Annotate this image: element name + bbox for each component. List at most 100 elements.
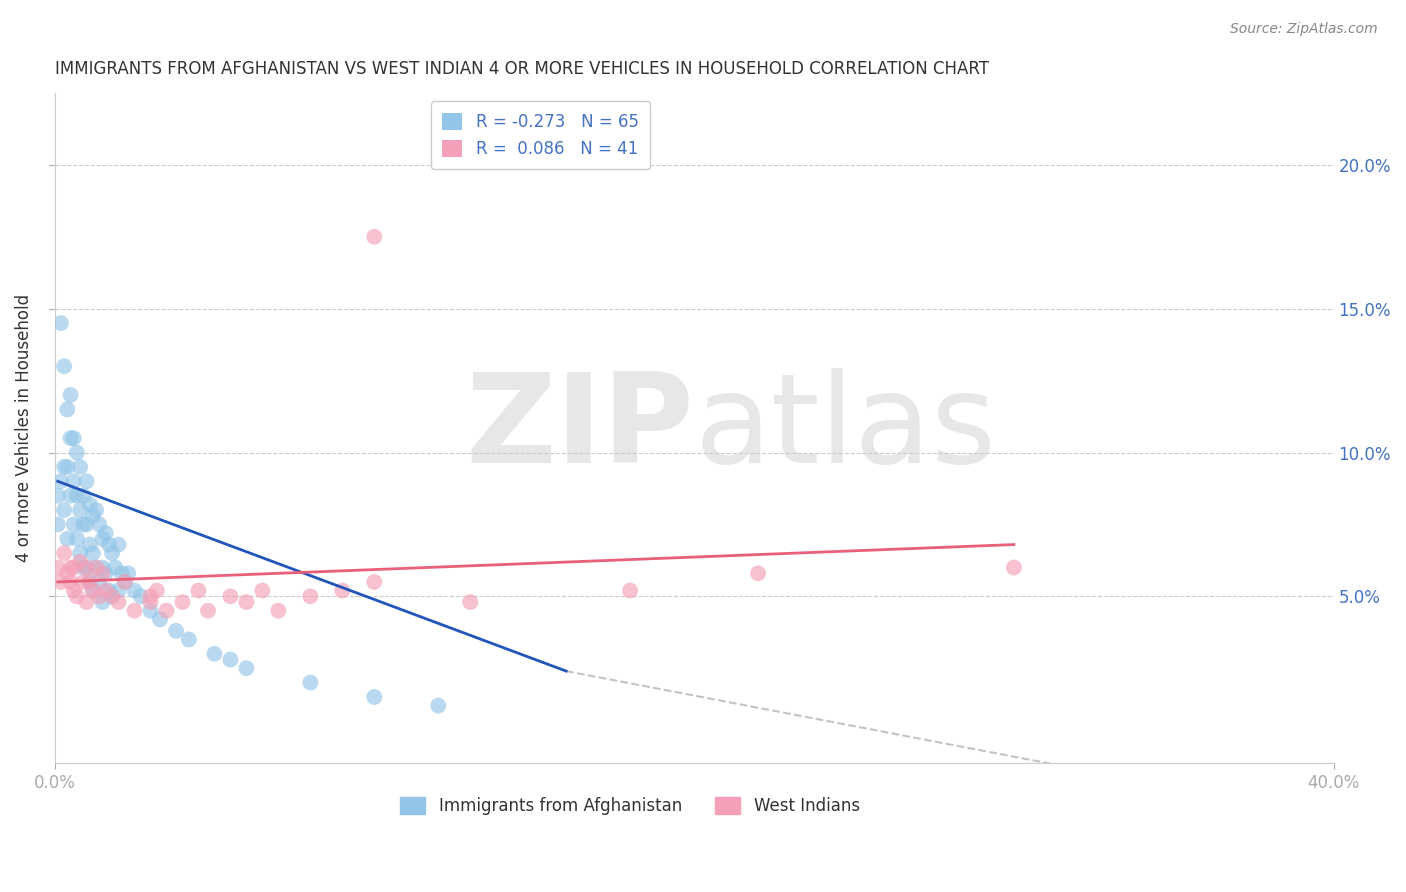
Point [299, 590, 322, 604]
Legend: Immigrants from Afghanistan, West Indians: Immigrants from Afghanistan, West Indian… [394, 790, 866, 822]
Point [252, 583, 274, 598]
Point [97, 537, 120, 551]
Point [76, 595, 98, 609]
Text: IMMIGRANTS FROM AFGHANISTAN VS WEST INDIAN 4 OR MORE VEHICLES IN HOUSEHOLD CORRE: IMMIGRANTS FROM AFGHANISTAN VS WEST INDI… [55, 60, 988, 78]
Point [97, 583, 120, 598]
Point [49, 574, 72, 589]
Point [76, 560, 98, 574]
Point [59, 560, 82, 574]
Point [91, 595, 114, 609]
Point [59, 431, 82, 445]
Point [66, 590, 89, 604]
Point [62, 475, 84, 489]
Point [62, 583, 84, 598]
Point [69, 503, 91, 517]
Point [46, 560, 69, 574]
Point [146, 583, 169, 598]
Point [91, 560, 114, 574]
Point [79, 574, 101, 589]
Point [53, 359, 76, 374]
Point [59, 574, 82, 589]
Point [94, 566, 117, 581]
Point [172, 595, 194, 609]
Point [427, 698, 450, 713]
Point [69, 546, 91, 560]
Point [94, 583, 117, 598]
Point [235, 595, 257, 609]
Point [101, 590, 124, 604]
Point [139, 590, 162, 604]
Point [107, 595, 129, 609]
Point [114, 574, 136, 589]
Point [72, 517, 94, 532]
Point [107, 537, 129, 551]
Point [59, 388, 82, 402]
Point [66, 445, 89, 459]
Point [49, 475, 72, 489]
Text: Source: ZipAtlas.com: Source: ZipAtlas.com [1230, 22, 1378, 37]
Point [124, 583, 146, 598]
Point [84, 560, 107, 574]
Point [46, 517, 69, 532]
Point [129, 590, 152, 604]
Point [139, 595, 162, 609]
Point [66, 532, 89, 546]
Point [299, 675, 322, 690]
Point [69, 555, 91, 569]
Point [139, 604, 162, 618]
Point [149, 612, 172, 626]
Point [84, 503, 107, 517]
Point [89, 517, 111, 532]
Point [84, 560, 107, 574]
Point [330, 583, 353, 598]
Point [66, 489, 89, 503]
Point [89, 574, 111, 589]
Point [204, 647, 226, 661]
Point [82, 508, 104, 523]
Y-axis label: 4 or more Vehicles in Household: 4 or more Vehicles in Household [15, 294, 32, 562]
Point [82, 546, 104, 560]
Point [111, 566, 134, 581]
Point [165, 624, 187, 638]
Point [53, 503, 76, 517]
Point [72, 574, 94, 589]
Point [104, 560, 127, 574]
Point [177, 632, 200, 647]
Point [107, 583, 129, 598]
Point [79, 537, 101, 551]
Point [219, 590, 242, 604]
Point [72, 560, 94, 574]
Point [76, 517, 98, 532]
Point [1002, 560, 1025, 574]
Point [94, 526, 117, 541]
Point [76, 475, 98, 489]
Point [219, 652, 242, 666]
Point [267, 604, 290, 618]
Point [101, 546, 124, 560]
Point [117, 566, 139, 581]
Point [91, 532, 114, 546]
Point [46, 489, 69, 503]
Point [72, 489, 94, 503]
Point [363, 690, 385, 704]
Point [187, 583, 209, 598]
Point [62, 560, 84, 574]
Point [59, 489, 82, 503]
Point [197, 604, 219, 618]
Point [458, 595, 481, 609]
Point [747, 566, 769, 581]
Point [69, 459, 91, 474]
Point [62, 431, 84, 445]
Point [56, 532, 79, 546]
Point [363, 574, 385, 589]
Point [363, 230, 385, 244]
Point [76, 560, 98, 574]
Point [235, 661, 257, 675]
Point [155, 604, 177, 618]
Point [101, 590, 124, 604]
Text: ZIP: ZIP [465, 368, 695, 489]
Point [89, 590, 111, 604]
Point [56, 459, 79, 474]
Point [62, 517, 84, 532]
Point [56, 402, 79, 417]
